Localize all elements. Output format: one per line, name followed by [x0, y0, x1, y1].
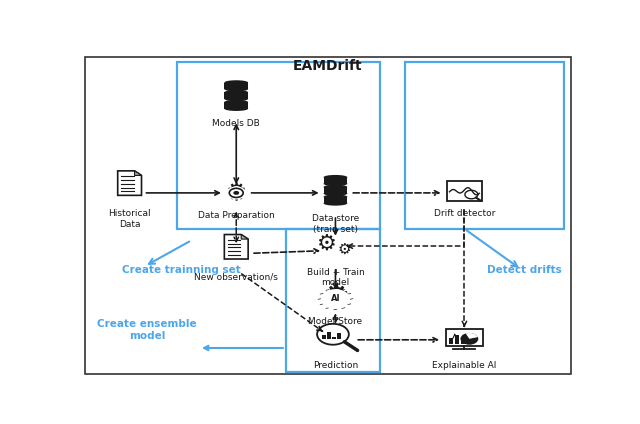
Ellipse shape: [324, 201, 348, 206]
Text: Drift detector: Drift detector: [434, 209, 495, 218]
Polygon shape: [118, 171, 141, 195]
Bar: [225, 92, 248, 99]
Circle shape: [460, 333, 478, 345]
Bar: [461, 340, 465, 344]
Text: ⚙: ⚙: [317, 234, 337, 254]
Text: EAMDrift: EAMDrift: [293, 59, 363, 73]
Text: Model Store: Model Store: [308, 317, 362, 326]
Text: ⚙: ⚙: [337, 242, 351, 257]
Bar: [286, 229, 380, 372]
Bar: [455, 335, 459, 344]
Bar: [322, 335, 326, 339]
Ellipse shape: [225, 97, 248, 101]
Polygon shape: [225, 234, 248, 259]
Text: Historical
Data: Historical Data: [108, 209, 151, 229]
Bar: [324, 177, 348, 184]
Circle shape: [233, 191, 239, 195]
Ellipse shape: [225, 100, 248, 104]
Bar: [225, 83, 248, 89]
Circle shape: [229, 188, 243, 198]
Circle shape: [317, 324, 349, 345]
Circle shape: [227, 187, 245, 199]
Ellipse shape: [225, 106, 248, 111]
Bar: [447, 181, 483, 201]
Text: Data Preparation: Data Preparation: [198, 211, 275, 220]
Ellipse shape: [225, 87, 248, 91]
Text: Create ensemble
model: Create ensemble model: [97, 319, 196, 341]
Text: Data store
(train set): Data store (train set): [312, 214, 359, 234]
Bar: [449, 338, 453, 344]
Circle shape: [321, 290, 349, 308]
Text: Explainable AI: Explainable AI: [432, 361, 497, 370]
Polygon shape: [134, 171, 141, 176]
Bar: [337, 333, 341, 339]
Text: AI: AI: [331, 294, 340, 303]
Bar: [446, 329, 483, 346]
Ellipse shape: [225, 80, 248, 85]
Ellipse shape: [324, 181, 348, 186]
Text: Build + Train
model: Build + Train model: [307, 268, 364, 287]
Bar: [324, 197, 348, 204]
Bar: [324, 187, 348, 193]
Text: ⚙: ⚙: [226, 181, 247, 205]
Text: Detect drifts: Detect drifts: [486, 265, 561, 275]
Bar: [405, 62, 564, 229]
Bar: [225, 102, 248, 109]
Text: New observation/s: New observation/s: [195, 273, 278, 282]
Bar: [332, 337, 336, 339]
Polygon shape: [241, 234, 248, 239]
Bar: [177, 62, 380, 229]
Text: Models DB: Models DB: [212, 120, 260, 128]
Ellipse shape: [324, 175, 348, 179]
Bar: [327, 332, 331, 339]
Text: Prediction: Prediction: [313, 361, 358, 370]
Text: ⚙: ⚙: [322, 285, 349, 313]
Ellipse shape: [225, 90, 248, 95]
Ellipse shape: [324, 195, 348, 199]
Polygon shape: [466, 333, 478, 339]
Text: Create trainning set: Create trainning set: [122, 265, 241, 275]
Ellipse shape: [324, 191, 348, 196]
Ellipse shape: [324, 185, 348, 189]
